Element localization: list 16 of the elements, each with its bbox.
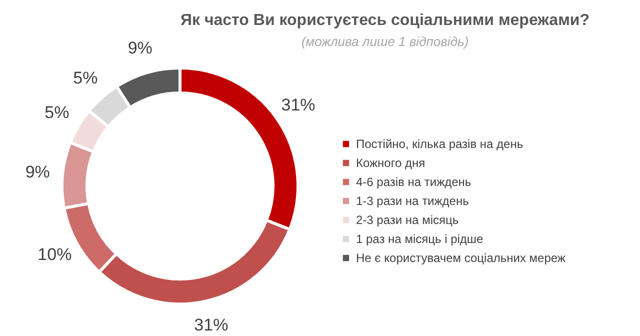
data-label: 9%	[128, 38, 152, 58]
legend-label: 2-3 рази на місяць	[356, 213, 459, 227]
legend-label: 1 раз на місяць і рідше	[356, 232, 484, 246]
data-label: 9%	[25, 162, 50, 182]
data-label: 10%	[38, 244, 72, 264]
data-label: 5%	[73, 68, 98, 88]
legend-label: 4-6 разів на тиждень	[356, 175, 472, 189]
legend-label: 1-3 рази на тиждень	[356, 194, 469, 208]
legend-label: Не є користувачем соціальних мереж	[356, 251, 566, 265]
chart-title: Як часто Ви користуєтесь соціальними мережами?	[180, 12, 590, 29]
data-label: 5%	[44, 103, 70, 122]
chart-subtitle: (можлива лише 1 відповідь)	[301, 34, 469, 49]
legend-label: Кожного дня	[356, 156, 426, 170]
data-label: 31%	[281, 96, 316, 115]
legend-label: Постійно, кілька разів на день	[356, 137, 524, 151]
data-label: 31%	[194, 316, 228, 335]
